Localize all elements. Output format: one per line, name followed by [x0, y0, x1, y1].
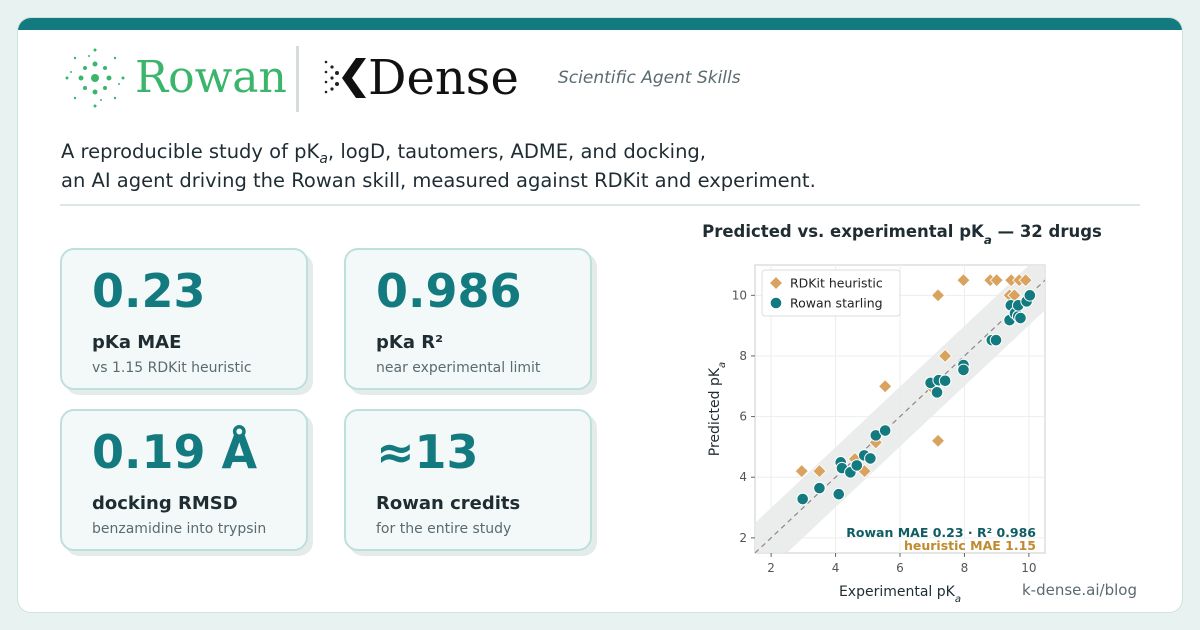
x-tick-label: 2: [767, 561, 775, 575]
point: [956, 273, 971, 288]
point: [930, 288, 946, 303]
y-tick-label: 10: [732, 288, 747, 302]
top-bar: [18, 18, 1182, 30]
chart-title-sub: a: [984, 233, 992, 247]
footer-link: k-dense.ai/blog: [1022, 581, 1137, 599]
y-axis-label: Predicted pKa: [707, 362, 728, 456]
chart-title: Predicted vs. experimental pKa — 32 drug…: [702, 222, 1102, 247]
identity-line: [755, 279, 1045, 553]
x-tick-label: 4: [832, 561, 840, 575]
point: [989, 273, 1004, 288]
point: [868, 435, 883, 450]
y-axis-label-sub: a: [717, 362, 728, 368]
x-tick-label: 10: [1021, 561, 1036, 575]
annotation: Rowan MAE 0.23 · R² 0.986: [846, 525, 1036, 540]
x-tick-label: 6: [896, 561, 904, 575]
legend-box: [761, 269, 901, 317]
intro-text: A reproducible study of pK: [61, 140, 320, 163]
point: [832, 487, 846, 501]
point: [864, 452, 877, 465]
tagline: Scientific Agent Skills: [558, 68, 741, 88]
point: [989, 333, 1003, 347]
point: [796, 492, 809, 506]
stat-sub: for the entire study: [376, 521, 512, 537]
stat-value: 0.986: [376, 264, 522, 318]
point: [794, 464, 809, 479]
point: [1023, 289, 1037, 302]
legend-label: RDKit heuristic: [790, 276, 883, 291]
x-axis-label-part: Experimental pK: [839, 584, 956, 600]
brand-right: Dense: [368, 50, 519, 106]
legend-marker: [768, 275, 784, 291]
point: [812, 464, 827, 479]
y-tick-label: 8: [739, 349, 747, 363]
intro-line: an AI agent driving the Rowan skill, mea…: [61, 169, 816, 192]
point: [1018, 273, 1033, 288]
point: [957, 363, 970, 377]
point: [850, 459, 864, 472]
point: [1014, 311, 1027, 325]
stat-value: 0.19 Å: [92, 425, 258, 479]
stat-sub: vs 1.15 RDKit heuristic: [92, 360, 252, 376]
point: [938, 348, 953, 364]
stat-card: 0.986 pKa R² near experimental limit: [344, 248, 592, 390]
intro-text: , logD, tautomers, ADME, and docking,: [327, 140, 707, 163]
kdense-logo: [324, 58, 366, 98]
intro-line: A reproducible study of pKa, logD, tauto…: [61, 140, 706, 167]
intro-sub: a: [319, 150, 328, 167]
x-axis-label-sub: a: [955, 594, 961, 605]
y-tick-label: 6: [739, 410, 747, 424]
stat-sub: near experimental limit: [376, 360, 541, 376]
legend-marker: [769, 296, 783, 310]
point: [938, 374, 952, 388]
rule: [60, 204, 1140, 206]
stat-label: Rowan credits: [376, 493, 521, 514]
legend-label: Rowan starling: [790, 296, 883, 311]
annotation: heuristic MAE 1.15: [904, 538, 1036, 553]
stat-card: ≈13 Rowan credits for the entire study: [344, 409, 592, 551]
rowan-logo: [65, 48, 125, 108]
stat-sub: benzamidine into trypsin: [92, 521, 267, 537]
point: [930, 433, 946, 448]
y-axis-label-part: Predicted pK: [707, 367, 723, 456]
point: [878, 379, 893, 394]
x-tick-label: 8: [961, 561, 969, 575]
point: [813, 481, 826, 495]
stat-card: 0.23 pKa MAE vs 1.15 RDKit heuristic: [60, 248, 308, 390]
chart-title-part: Predicted vs. experimental pK: [702, 222, 985, 241]
stat-value: 0.23: [92, 264, 206, 318]
brand-left: Rowan: [135, 52, 287, 103]
point: [878, 424, 892, 437]
stat-label: docking RMSD: [92, 493, 238, 514]
agreement-band: [755, 265, 1045, 553]
stat-label: pKa R²: [376, 332, 443, 353]
stat-card: 0.19 Å docking RMSD benzamidine into tryps…: [60, 409, 308, 551]
chart-title-part: — 32 drugs: [992, 222, 1102, 241]
point: [930, 386, 944, 399]
x-axis-label: Experimental pKa: [839, 584, 961, 605]
stat-value: ≈13: [376, 425, 479, 479]
y-tick-label: 4: [739, 470, 747, 484]
stat-label: pKa MAE: [92, 332, 182, 353]
divider: [296, 46, 299, 112]
y-tick-label: 2: [739, 531, 747, 545]
